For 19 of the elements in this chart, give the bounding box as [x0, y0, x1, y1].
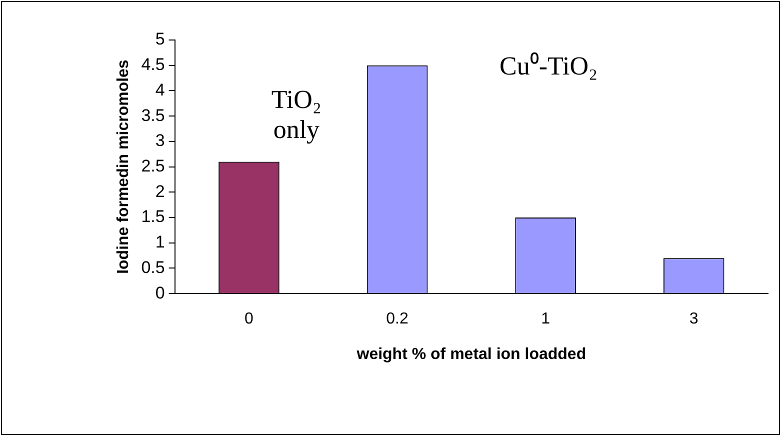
y-tick-label: 2 [155, 182, 165, 201]
annotation: TiO₂ only [271, 84, 322, 144]
x-tick-label: 1 [541, 310, 550, 328]
y-tick-label: 0.5 [141, 258, 165, 277]
x-tick-label: 0.2 [386, 310, 408, 328]
y-tick-label: 4.5 [141, 55, 165, 74]
y-tick-label: 1.5 [141, 207, 165, 226]
y-tick-label: 5 [155, 30, 165, 49]
x-axis-title: weight % of metal ion loadded [356, 346, 586, 363]
x-tick-label: 0 [244, 310, 254, 328]
y-tick-label: 3.5 [141, 106, 165, 125]
y-tick-label: 2.5 [141, 156, 165, 176]
y-axis-title: Iodine formedin micromoles [115, 60, 132, 274]
annotation: Cu⁰-TiO₂ [500, 52, 598, 81]
y-tick-label: 1 [155, 232, 165, 252]
y-tick-label: 3 [155, 131, 165, 150]
y-tick-label: 4 [155, 80, 165, 100]
y-tick-label: 0 [155, 283, 165, 302]
x-tick-label: 3 [689, 310, 698, 328]
